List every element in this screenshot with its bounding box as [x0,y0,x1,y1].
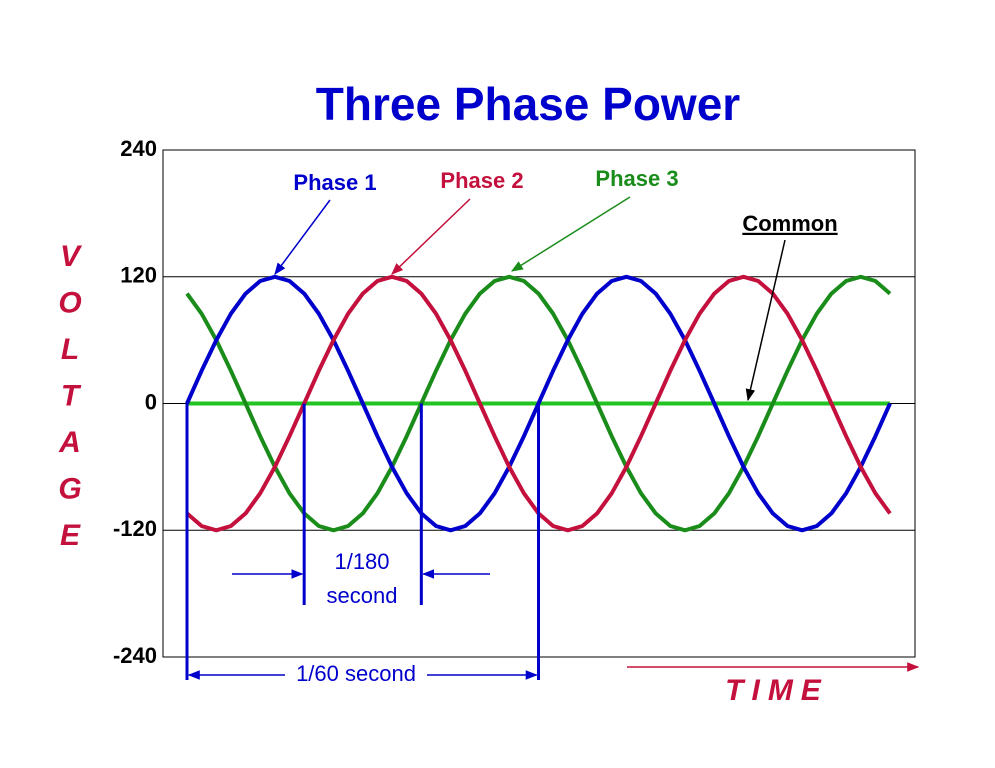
series-label: Phase 1 [293,170,376,195]
label-arrow [510,196,631,272]
series-label: Phase 3 [595,166,678,191]
y-tick-label: 240 [120,136,157,161]
series-label: Common [742,211,837,236]
y-tick-label: 120 [120,263,157,288]
y-tick-label: 0 [145,389,157,414]
y-tick-label: -120 [113,516,157,541]
period-label: 1/180 [334,549,389,574]
chart-title: Three Phase Power [316,78,740,130]
label-arrow [391,198,471,275]
period-label: 1/60 second [296,661,416,686]
x-axis-label: TIME [725,674,829,707]
series-label: Phase 2 [440,168,523,193]
label-arrow [274,199,331,275]
period-label: second [327,583,398,608]
label-arrow [745,239,786,402]
y-tick-label: -240 [113,643,157,668]
